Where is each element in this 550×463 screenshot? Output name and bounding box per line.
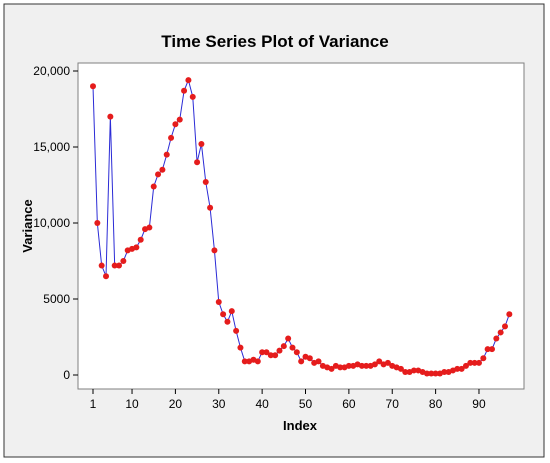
data-point bbox=[497, 329, 504, 336]
data-point bbox=[363, 362, 370, 369]
y-tick-label: 15,000 bbox=[33, 140, 70, 154]
x-tick-label: 10 bbox=[125, 397, 139, 411]
data-point bbox=[480, 355, 487, 362]
plot-area bbox=[77, 62, 525, 390]
y-tick-label: 10,000 bbox=[33, 216, 70, 230]
x-tick-label: 40 bbox=[255, 397, 269, 411]
data-point bbox=[488, 346, 495, 353]
data-point bbox=[484, 346, 491, 353]
data-point bbox=[462, 362, 469, 369]
data-point bbox=[103, 273, 110, 280]
data-point bbox=[280, 343, 287, 350]
data-point bbox=[328, 365, 335, 372]
data-point bbox=[98, 262, 105, 269]
y-axis-label: Variance bbox=[20, 199, 35, 253]
data-point bbox=[215, 299, 222, 306]
data-point bbox=[432, 370, 439, 377]
data-point bbox=[120, 258, 127, 264]
data-point bbox=[220, 311, 227, 318]
data-point bbox=[176, 116, 183, 123]
data-point bbox=[358, 362, 365, 369]
data-point bbox=[198, 140, 205, 147]
data-point bbox=[289, 344, 296, 351]
data-point bbox=[471, 359, 478, 366]
data-point bbox=[298, 358, 305, 365]
data-point bbox=[475, 359, 482, 366]
data-point bbox=[454, 365, 461, 372]
data-point bbox=[493, 335, 500, 342]
data-point bbox=[150, 183, 157, 190]
data-point bbox=[224, 318, 231, 325]
data-point bbox=[133, 244, 140, 251]
data-point bbox=[259, 349, 266, 356]
data-point bbox=[172, 121, 179, 128]
data-point bbox=[94, 220, 101, 226]
data-point bbox=[441, 368, 448, 375]
x-tick-label: 20 bbox=[169, 397, 183, 411]
data-point bbox=[276, 347, 283, 354]
y-tick-label: 0 bbox=[63, 368, 70, 382]
x-tick-label: 50 bbox=[299, 397, 313, 411]
data-point bbox=[315, 358, 322, 365]
data-point bbox=[194, 159, 201, 166]
data-point bbox=[233, 327, 240, 334]
data-point bbox=[228, 308, 235, 315]
data-point bbox=[428, 370, 435, 377]
x-tick-label: 1 bbox=[90, 397, 97, 411]
data-point bbox=[155, 171, 162, 178]
data-point bbox=[337, 364, 344, 371]
data-point bbox=[90, 83, 96, 90]
data-point bbox=[293, 349, 300, 356]
data-point bbox=[116, 262, 123, 269]
y-tick-label: 20,000 bbox=[33, 64, 70, 78]
data-point bbox=[345, 362, 352, 369]
data-point bbox=[458, 365, 465, 372]
x-tick-label: 30 bbox=[212, 397, 226, 411]
x-axis-label: Index bbox=[283, 418, 318, 433]
data-point bbox=[467, 359, 474, 366]
data-point bbox=[241, 358, 248, 365]
data-point bbox=[272, 352, 279, 359]
data-point bbox=[502, 323, 508, 330]
data-point bbox=[263, 349, 270, 356]
data-point bbox=[159, 166, 166, 173]
data-point bbox=[285, 335, 292, 342]
data-point bbox=[306, 355, 313, 362]
data-point bbox=[207, 204, 214, 211]
data-point bbox=[237, 344, 244, 351]
data-point bbox=[506, 311, 513, 318]
data-point bbox=[254, 358, 261, 365]
data-point bbox=[181, 87, 188, 94]
data-point bbox=[168, 134, 175, 141]
x-tick-label: 70 bbox=[386, 397, 400, 411]
data-point bbox=[397, 365, 404, 372]
data-point bbox=[211, 247, 218, 254]
x-tick-label: 80 bbox=[429, 397, 443, 411]
data-point bbox=[371, 361, 378, 368]
data-point bbox=[163, 151, 170, 158]
data-point bbox=[384, 359, 391, 366]
data-point bbox=[189, 93, 196, 100]
data-point bbox=[376, 358, 383, 365]
x-tick-label: 60 bbox=[342, 397, 356, 411]
x-axis: 1 10 20 30 40 50 60 70 80 90 bbox=[90, 389, 486, 411]
data-point bbox=[107, 113, 114, 120]
data-point bbox=[111, 262, 118, 269]
y-tick-label: 5000 bbox=[43, 292, 70, 306]
data-point bbox=[410, 367, 417, 374]
series-markers bbox=[90, 77, 513, 377]
data-point bbox=[185, 77, 192, 84]
data-point bbox=[146, 224, 153, 231]
x-tick-label: 90 bbox=[472, 397, 486, 411]
data-point bbox=[137, 236, 144, 243]
chart-title: Time Series Plot of Variance bbox=[161, 32, 388, 51]
data-point bbox=[202, 178, 209, 185]
data-point bbox=[267, 352, 274, 359]
data-point bbox=[423, 370, 430, 377]
y-axis: 0 5000 10,000 15,000 20,000 bbox=[33, 64, 78, 382]
data-point bbox=[402, 368, 409, 375]
